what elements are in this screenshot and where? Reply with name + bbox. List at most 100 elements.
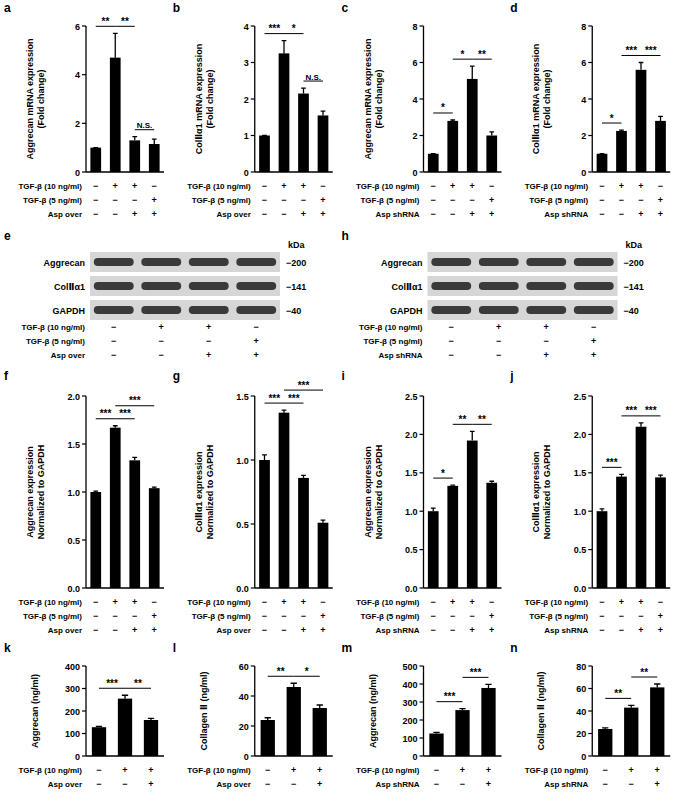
condition-label: Asp shRNA xyxy=(375,780,419,789)
y-tick xyxy=(588,710,592,711)
condition-sign: − xyxy=(113,625,118,635)
marks xyxy=(428,66,497,172)
blot-band xyxy=(189,258,229,266)
marks xyxy=(261,683,327,756)
condition-sign: + xyxy=(470,625,475,635)
marks xyxy=(429,684,495,756)
significance-label: *** xyxy=(129,395,141,406)
y-axis-label: Normalized to GAPDH xyxy=(205,445,215,540)
y-tick xyxy=(588,549,592,550)
condition-label: Asp over xyxy=(217,210,251,219)
blot-band xyxy=(94,282,134,290)
blot-row-label: ColⅡα1 xyxy=(54,282,85,292)
error-bar xyxy=(658,116,663,121)
y-tick xyxy=(82,688,86,689)
y-tick-label: 2 xyxy=(581,131,586,141)
condition-sign: + xyxy=(132,209,137,219)
blot-mw-label: −40 xyxy=(624,306,639,316)
bar xyxy=(149,144,160,172)
condition-sign: + xyxy=(281,597,286,607)
condition-sign: − xyxy=(265,765,270,775)
bar xyxy=(636,70,647,172)
y-tick xyxy=(420,549,424,550)
condition-sign: − xyxy=(113,195,118,205)
y-tick-label: 0.0 xyxy=(67,584,80,594)
y-tick-label: 1.5 xyxy=(405,468,418,478)
y-tick-label: 2.0 xyxy=(67,392,80,402)
error-bar xyxy=(317,705,323,708)
y-tick-label: 4 xyxy=(581,95,586,105)
condition-sign: − xyxy=(113,611,118,621)
condition-label: Asp shRNA xyxy=(378,351,422,360)
condition-sign: − xyxy=(599,597,604,607)
blot-band xyxy=(479,258,519,266)
condition-sign: + xyxy=(206,322,211,332)
y-tick-label: 4 xyxy=(412,95,417,105)
y-tick-label: 200 xyxy=(65,707,80,717)
condition-sign: − xyxy=(262,625,267,635)
condition-sign: + xyxy=(638,209,643,219)
condition-label: Asp shRNA xyxy=(544,210,588,219)
bar xyxy=(318,115,329,172)
bar xyxy=(259,136,270,173)
bar xyxy=(110,58,121,172)
bar xyxy=(279,413,290,588)
blot-band xyxy=(526,282,566,290)
y-tick-label: 0.0 xyxy=(574,584,587,594)
condition-sign: − xyxy=(599,209,604,219)
y-tick-label: 0 xyxy=(412,752,417,762)
error-bar xyxy=(450,484,455,486)
y-tick xyxy=(82,25,86,26)
error-bar xyxy=(262,455,267,460)
y-axis-label: Aggrecan mRNA expression xyxy=(363,38,373,159)
blot-band xyxy=(189,282,229,290)
y-tick xyxy=(251,98,255,99)
error-bar xyxy=(600,509,605,511)
error-bar xyxy=(291,683,297,687)
condition-label: Asp over xyxy=(48,210,82,219)
panel-letter: m xyxy=(342,641,353,655)
y-tick xyxy=(588,171,592,172)
error-bar xyxy=(282,41,287,54)
blot-background xyxy=(90,300,280,320)
blot-band xyxy=(236,282,276,290)
y-axis-label: Aggrecan (ng/ml) xyxy=(30,674,40,748)
y-tick xyxy=(588,587,592,588)
error-bar xyxy=(470,431,475,440)
bar xyxy=(118,699,132,756)
y-tick-label: 1.5 xyxy=(67,440,80,450)
blot-band xyxy=(526,258,566,266)
significance-label: *** xyxy=(119,408,131,419)
blot-row-label: Aggrecan xyxy=(381,258,423,268)
y-tick-label: 2 xyxy=(75,119,80,129)
condition-sign: − xyxy=(262,195,267,205)
y-tick xyxy=(251,135,255,136)
bar xyxy=(486,136,497,173)
condition-sign: − xyxy=(638,611,643,621)
condition-sign: − xyxy=(113,209,118,219)
bar xyxy=(636,427,647,588)
blot-band xyxy=(189,306,229,314)
error-bar xyxy=(639,423,644,427)
condition-label: TGF-β (10 ng/ml) xyxy=(359,323,423,332)
blot-row-label: Aggrecan xyxy=(43,258,85,268)
y-tick-label: 3 xyxy=(244,58,249,68)
condition-label: TGF-β (10 ng/ml) xyxy=(18,598,82,607)
bar xyxy=(597,511,608,588)
condition-sign: − xyxy=(619,195,624,205)
chart-panel: nCollagen Ⅱ (ng/ml)020406080****TGF-β (1… xyxy=(510,641,670,789)
panel-letter: f xyxy=(4,369,9,383)
blot-background xyxy=(90,276,280,296)
y-tick-label: 6 xyxy=(581,58,586,68)
condition-label: TGF-β (10 ng/ml) xyxy=(356,182,420,191)
condition-label: TGF-β (5 ng/ml) xyxy=(360,196,419,205)
significance-label: *** xyxy=(268,393,280,404)
blot-row-label: GAPDH xyxy=(390,306,423,316)
error-bar xyxy=(301,475,306,478)
condition-sign: − xyxy=(431,625,436,635)
condition-sign: + xyxy=(489,195,494,205)
blot-band xyxy=(431,258,471,266)
y-axis-label: (Fold change) xyxy=(542,70,552,129)
condition-sign: − xyxy=(93,611,98,621)
y-tick-label: 300 xyxy=(402,698,417,708)
